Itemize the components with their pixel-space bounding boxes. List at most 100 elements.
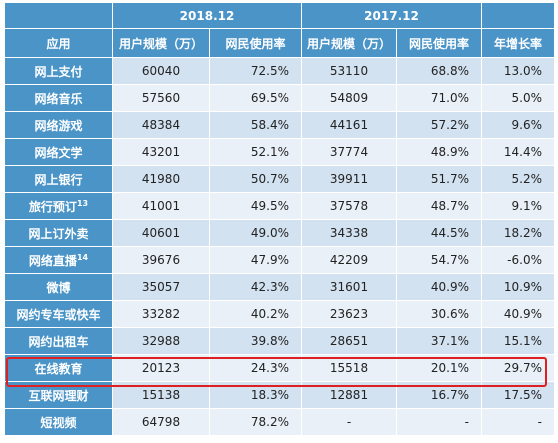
rate-2017-cell: 40.9% — [396, 273, 482, 301]
internet-apps-table: 2018.12 2017.12 应用 用户规模（万） 网民使用率 用户规模（万）… — [4, 2, 555, 436]
col-header-users-2017: 用户规模（万） — [301, 28, 397, 58]
users-2017-cell: - — [301, 408, 397, 436]
app-name-cell: 网上银行 — [4, 165, 113, 193]
users-2017-cell: 15518 — [301, 354, 397, 382]
rate-2017-cell: 68.8% — [396, 57, 482, 85]
table-row: 网上银行 41980 50.7% 39911 51.7% 5.2% — [4, 165, 555, 193]
rate-2017-cell: 48.7% — [396, 192, 482, 220]
users-2018-cell: 39676 — [112, 246, 210, 274]
rate-2017-cell: - — [396, 408, 482, 436]
rate-2017-cell: 71.0% — [396, 84, 482, 112]
rate-2017-cell: 20.1% — [396, 354, 482, 382]
users-2017-cell: 44161 — [301, 111, 397, 139]
users-2018-cell: 41980 — [112, 165, 210, 193]
table-row: 旅行预订13 41001 49.5% 37578 48.7% 9.1% — [4, 192, 555, 220]
rate-2017-cell: 51.7% — [396, 165, 482, 193]
app-name-cell: 互联网理财 — [4, 381, 113, 409]
growth-cell: 29.7% — [481, 354, 555, 382]
table-row: 网上支付 60040 72.5% 53110 68.8% 13.0% — [4, 57, 555, 85]
app-name-cell: 旅行预订13 — [4, 192, 113, 220]
table-row: 在线教育 20123 24.3% 15518 20.1% 29.7% — [4, 354, 555, 382]
app-name-label: 短视频 — [40, 415, 77, 430]
table-row: 网络直播14 39676 47.9% 42209 54.7% -6.0% — [4, 246, 555, 274]
users-2017-cell: 31601 — [301, 273, 397, 301]
table-row: 网络游戏 48384 58.4% 44161 57.2% 9.6% — [4, 111, 555, 139]
rate-2018-cell: 69.5% — [209, 84, 302, 112]
growth-cell: 9.6% — [481, 111, 555, 139]
growth-cell: 40.9% — [481, 300, 555, 328]
col-header-users-2018: 用户规模（万） — [112, 28, 210, 58]
users-2017-cell: 53110 — [301, 57, 397, 85]
users-2017-cell: 54809 — [301, 84, 397, 112]
users-2017-cell: 23623 — [301, 300, 397, 328]
rate-2018-cell: 18.3% — [209, 381, 302, 409]
app-name-cell: 网络音乐 — [4, 84, 113, 112]
users-2018-cell: 33282 — [112, 300, 210, 328]
footnote-marker: 13 — [76, 198, 89, 208]
rate-2018-cell: 52.1% — [209, 138, 302, 166]
growth-cell: 15.1% — [481, 327, 555, 355]
users-2018-cell: 48384 — [112, 111, 210, 139]
app-name-label: 网上银行 — [34, 172, 83, 187]
table-row: 互联网理财 15138 18.3% 12881 16.7% 17.5% — [4, 381, 555, 409]
rate-2018-cell: 47.9% — [209, 246, 302, 274]
app-name-cell: 短视频 — [4, 408, 113, 436]
growth-cell: - — [481, 408, 555, 436]
rate-2017-cell: 54.7% — [396, 246, 482, 274]
table-row: 短视频 64798 78.2% - - - — [4, 408, 555, 436]
rate-2017-cell: 16.7% — [396, 381, 482, 409]
table-row: 网上订外卖 40601 49.0% 34338 44.5% 18.2% — [4, 219, 555, 247]
app-name-cell: 网络游戏 — [4, 111, 113, 139]
app-name-label: 网上支付 — [34, 64, 83, 79]
app-name-label: 网约出租车 — [28, 334, 89, 349]
col-header-growth: 年增长率 — [481, 28, 555, 58]
users-2018-cell: 60040 — [112, 57, 210, 85]
header-row-columns: 应用 用户规模（万） 网民使用率 用户规模（万） 网民使用率 年增长率 — [4, 28, 555, 58]
rate-2017-cell: 57.2% — [396, 111, 482, 139]
users-2018-cell: 20123 — [112, 354, 210, 382]
table-row: 网络文学 43201 52.1% 37774 48.9% 14.4% — [4, 138, 555, 166]
growth-cell: 14.4% — [481, 138, 555, 166]
users-2018-cell: 15138 — [112, 381, 210, 409]
users-2018-cell: 35057 — [112, 273, 210, 301]
col-header-rate-2018: 网民使用率 — [209, 28, 302, 58]
users-2018-cell: 40601 — [112, 219, 210, 247]
growth-cell: 10.9% — [481, 273, 555, 301]
users-2018-cell: 43201 — [112, 138, 210, 166]
app-name-cell: 网络文学 — [4, 138, 113, 166]
rate-2018-cell: 49.0% — [209, 219, 302, 247]
users-2017-cell: 12881 — [301, 381, 397, 409]
header-period-2018: 2018.12 — [112, 2, 302, 29]
app-name-label: 网络直播 — [28, 253, 77, 268]
table-row: 网约出租车 32988 39.8% 28651 37.1% 15.1% — [4, 327, 555, 355]
app-name-label: 网上订外卖 — [28, 226, 89, 241]
app-name-label: 网络文学 — [34, 145, 83, 160]
growth-cell: -6.0% — [481, 246, 555, 274]
app-name-cell: 网约专车或快车 — [4, 300, 113, 328]
footnote-marker: 14 — [76, 252, 89, 262]
app-name-label: 旅行预订 — [28, 199, 77, 214]
users-2018-cell: 64798 — [112, 408, 210, 436]
users-2017-cell: 42209 — [301, 246, 397, 274]
app-name-cell: 在线教育 — [4, 354, 113, 382]
rate-2018-cell: 50.7% — [209, 165, 302, 193]
users-2017-cell: 37774 — [301, 138, 397, 166]
rate-2017-cell: 44.5% — [396, 219, 482, 247]
col-header-app: 应用 — [4, 28, 113, 58]
rate-2018-cell: 39.8% — [209, 327, 302, 355]
growth-cell: 13.0% — [481, 57, 555, 85]
app-name-cell: 网上订外卖 — [4, 219, 113, 247]
rate-2017-cell: 30.6% — [396, 300, 482, 328]
header-blank-cell-right — [481, 2, 555, 29]
rate-2018-cell: 58.4% — [209, 111, 302, 139]
header-period-2017: 2017.12 — [301, 2, 482, 29]
rate-2018-cell: 40.2% — [209, 300, 302, 328]
app-name-cell: 网络直播14 — [4, 246, 113, 274]
growth-cell: 5.2% — [481, 165, 555, 193]
table-row: 网络音乐 57560 69.5% 54809 71.0% 5.0% — [4, 84, 555, 112]
rate-2018-cell: 42.3% — [209, 273, 302, 301]
growth-cell: 18.2% — [481, 219, 555, 247]
table-row: 微博 35057 42.3% 31601 40.9% 10.9% — [4, 273, 555, 301]
users-2017-cell: 28651 — [301, 327, 397, 355]
